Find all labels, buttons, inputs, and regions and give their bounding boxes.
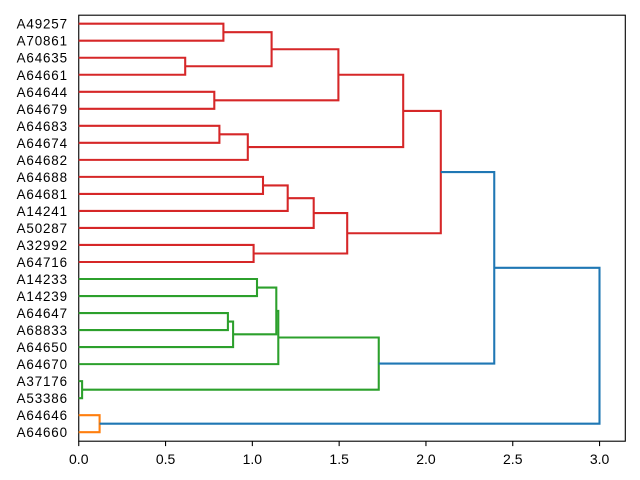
svg-text:A64688: A64688	[17, 170, 68, 185]
svg-text:A64646: A64646	[17, 408, 68, 423]
svg-text:A64682: A64682	[17, 153, 68, 168]
svg-text:A64674: A64674	[17, 136, 68, 151]
svg-text:A49257: A49257	[17, 17, 68, 32]
svg-text:A70861: A70861	[17, 34, 68, 49]
svg-text:A64644: A64644	[17, 85, 68, 100]
svg-text:A37176: A37176	[17, 374, 68, 389]
svg-text:3.0: 3.0	[590, 451, 610, 467]
svg-text:2.0: 2.0	[416, 451, 436, 467]
svg-text:A14233: A14233	[17, 272, 68, 287]
svg-text:A64661: A64661	[17, 68, 68, 83]
svg-text:A64683: A64683	[17, 119, 68, 134]
svg-text:A14241: A14241	[17, 204, 68, 219]
svg-text:A64660: A64660	[17, 425, 68, 440]
svg-text:0.0: 0.0	[69, 451, 89, 467]
svg-text:1.5: 1.5	[329, 451, 349, 467]
svg-text:A53386: A53386	[17, 391, 68, 406]
svg-text:A64681: A64681	[17, 187, 68, 202]
svg-text:1.0: 1.0	[243, 451, 263, 467]
svg-text:2.5: 2.5	[503, 451, 523, 467]
svg-text:0.5: 0.5	[156, 451, 176, 467]
svg-text:A64650: A64650	[17, 340, 68, 355]
svg-text:A64670: A64670	[17, 357, 68, 372]
svg-text:A64679: A64679	[17, 102, 68, 117]
svg-text:A32992: A32992	[17, 238, 68, 253]
svg-text:A64647: A64647	[17, 306, 68, 321]
svg-text:A50287: A50287	[17, 221, 68, 236]
svg-text:A64635: A64635	[17, 51, 68, 66]
svg-text:A68833: A68833	[17, 323, 68, 338]
svg-text:A14239: A14239	[17, 289, 68, 304]
svg-text:A64716: A64716	[17, 255, 68, 270]
